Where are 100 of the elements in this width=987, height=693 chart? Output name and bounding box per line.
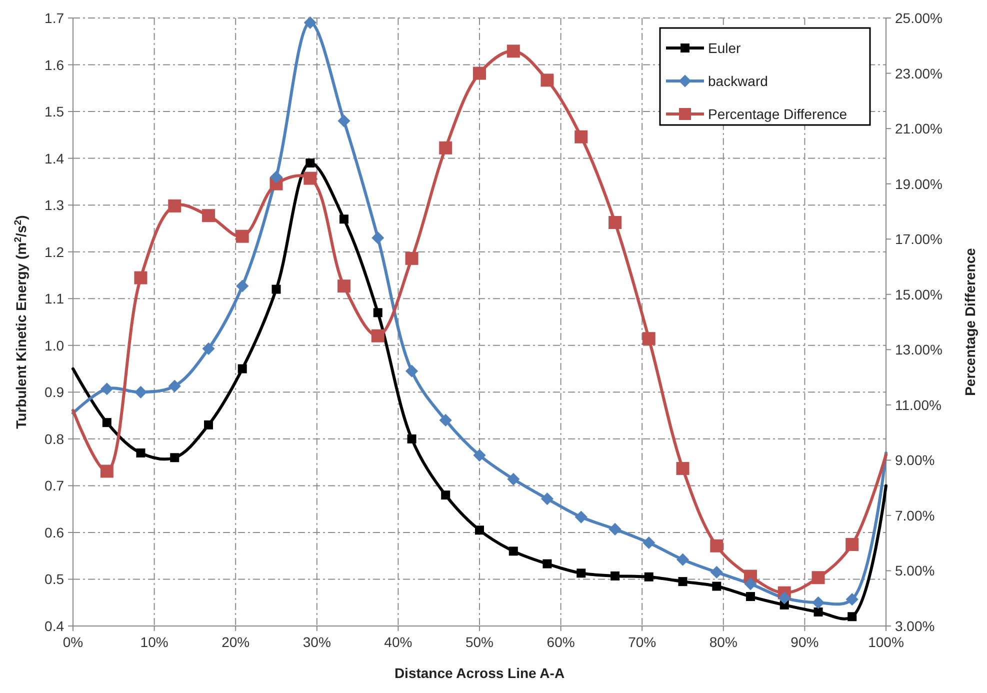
point xyxy=(610,571,620,580)
point xyxy=(202,209,216,222)
point xyxy=(304,16,316,29)
y2-tick-label: 5.00% xyxy=(895,562,935,579)
y-tick-label: 1.2 xyxy=(44,244,64,260)
x-axis-title: Distance Across Line A-A xyxy=(394,665,565,681)
point xyxy=(371,329,384,342)
point xyxy=(608,216,622,230)
point xyxy=(136,448,146,458)
point xyxy=(778,592,791,604)
point xyxy=(236,280,249,292)
y-tick-label: 1.1 xyxy=(44,290,64,307)
legend-label: Euler xyxy=(708,40,742,56)
legend-label: backward xyxy=(708,73,768,89)
point xyxy=(676,462,690,475)
y2-axis-title: Percentage Difference xyxy=(962,248,978,396)
point xyxy=(812,571,825,584)
point xyxy=(475,526,484,535)
point xyxy=(846,593,858,606)
x-tick-label: 40% xyxy=(384,634,412,650)
point xyxy=(542,559,552,568)
point xyxy=(710,539,724,552)
point xyxy=(744,578,757,590)
point xyxy=(574,130,588,144)
x-tick-label: 20% xyxy=(222,634,250,650)
y-tick-label: 0.8 xyxy=(44,430,64,447)
y-tick-label: 0.5 xyxy=(44,571,64,588)
x-tick-label: 60% xyxy=(546,634,575,650)
point xyxy=(272,284,281,294)
point xyxy=(202,342,215,355)
point xyxy=(204,420,214,430)
point xyxy=(441,490,450,500)
point xyxy=(608,522,622,536)
x-tick-label: 70% xyxy=(628,634,656,650)
point xyxy=(846,538,859,551)
point xyxy=(710,566,723,579)
point xyxy=(848,612,857,622)
point xyxy=(814,607,823,616)
x-tick-label: 80% xyxy=(709,634,738,650)
point xyxy=(712,582,722,591)
point xyxy=(270,170,283,184)
y2-tick-label: 23.00% xyxy=(895,65,942,82)
y-tick-label: 1.5 xyxy=(44,104,64,120)
y2-tick-label: 13.00% xyxy=(895,342,942,358)
point xyxy=(238,364,247,374)
y-tick-label: 0.9 xyxy=(44,384,64,400)
y-tick-label: 1.7 xyxy=(44,10,64,26)
point xyxy=(134,386,148,398)
point xyxy=(642,536,656,550)
point xyxy=(134,271,148,284)
point xyxy=(405,252,418,265)
y2-tick-label: 21.00% xyxy=(895,120,942,137)
point xyxy=(540,74,554,87)
point xyxy=(338,114,350,128)
point xyxy=(678,577,688,586)
point xyxy=(439,414,452,427)
point xyxy=(102,418,112,428)
point xyxy=(337,280,350,293)
x-tick-label: 100% xyxy=(868,634,904,650)
point xyxy=(168,199,182,212)
y2-tick-label: 3.00% xyxy=(895,618,935,634)
y-tick-label: 1.0 xyxy=(44,337,64,354)
y2-tick-label: 17.00% xyxy=(895,231,942,248)
point xyxy=(540,492,554,506)
y2-tick-label: 9.00% xyxy=(895,452,935,468)
point xyxy=(372,232,384,244)
point xyxy=(642,332,656,346)
x-tick-label: 90% xyxy=(790,634,819,650)
point xyxy=(574,510,588,524)
y-tick-label: 0.4 xyxy=(44,618,64,634)
legend-label: Percentage Difference xyxy=(708,106,848,122)
y-tick-label: 1.3 xyxy=(44,197,64,214)
point xyxy=(507,472,520,486)
y2-tick-label: 11.00% xyxy=(895,396,942,413)
point xyxy=(676,553,690,566)
point xyxy=(576,568,586,578)
x-tick-label: 0% xyxy=(62,634,84,650)
x-tick-label: 10% xyxy=(140,634,168,650)
point xyxy=(100,464,114,478)
y2-tick-label: 25.00% xyxy=(895,10,942,26)
y-tick-label: 1.4 xyxy=(44,150,64,166)
point xyxy=(407,434,416,444)
y-tick-label: 0.6 xyxy=(44,524,64,540)
point xyxy=(168,380,181,392)
y-tick-label: 1.6 xyxy=(44,56,64,73)
point xyxy=(304,172,317,185)
point xyxy=(373,308,382,318)
point xyxy=(506,44,520,58)
point xyxy=(236,230,249,243)
point xyxy=(644,572,654,582)
x-tick-label: 30% xyxy=(302,634,331,650)
point xyxy=(746,592,755,602)
y2-tick-label: 19.00% xyxy=(895,176,942,192)
y2-tick-label: 7.00% xyxy=(895,507,935,524)
point xyxy=(812,596,825,609)
point xyxy=(100,382,114,396)
point xyxy=(473,448,486,462)
point xyxy=(306,158,315,168)
point xyxy=(170,453,180,462)
point xyxy=(508,546,518,556)
